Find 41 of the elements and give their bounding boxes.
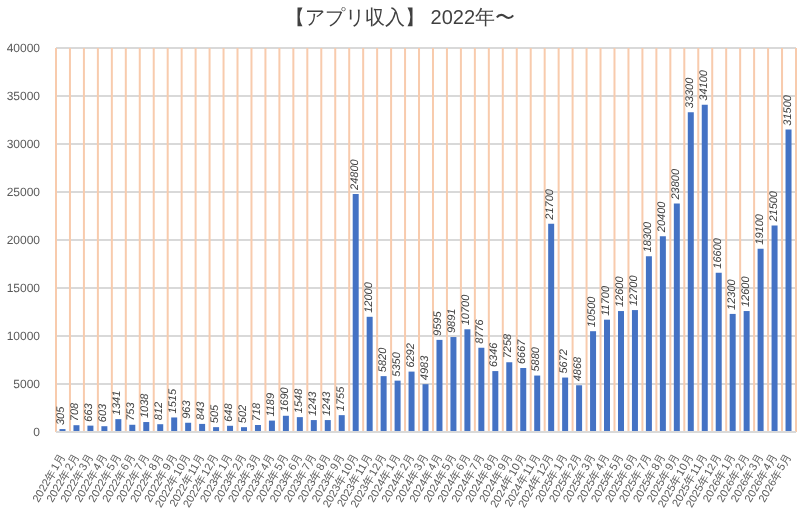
bar (436, 339, 443, 432)
bar (729, 313, 736, 432)
chart-title: 【アプリ収入】 2022年〜 (282, 5, 518, 34)
bar (757, 248, 764, 432)
bar (296, 417, 303, 432)
bar (604, 319, 611, 432)
bar (520, 368, 527, 432)
bar (576, 385, 583, 432)
bar (478, 347, 485, 432)
bar (562, 377, 569, 432)
bar (352, 193, 359, 432)
bar (380, 376, 387, 432)
bar (408, 371, 415, 432)
bar (715, 272, 722, 432)
bar (645, 256, 652, 432)
bar (143, 422, 150, 432)
bar (590, 331, 597, 432)
bar (506, 362, 513, 432)
bar (659, 236, 666, 432)
bar (366, 316, 373, 432)
bar (171, 417, 178, 432)
bar (785, 129, 792, 432)
bar (743, 311, 750, 432)
bar (617, 311, 624, 432)
bar (394, 380, 401, 432)
bar (338, 415, 345, 432)
bar (450, 337, 457, 432)
bar (631, 310, 638, 432)
bar (422, 384, 429, 432)
bar (687, 112, 694, 432)
bar (534, 375, 541, 432)
bar (282, 415, 289, 432)
bar (771, 225, 778, 432)
bar (310, 420, 317, 432)
bar (324, 420, 331, 432)
bar (548, 223, 555, 432)
bar (464, 329, 471, 432)
bar (115, 419, 122, 432)
bar (701, 104, 708, 432)
bar (492, 371, 499, 432)
bar (673, 203, 680, 432)
